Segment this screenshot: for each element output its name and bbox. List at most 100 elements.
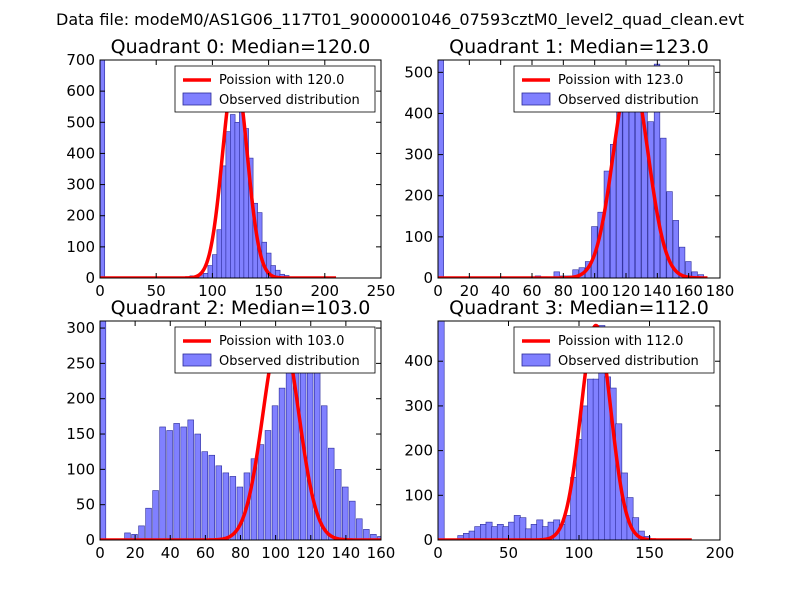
legend-bar-swatch: [521, 92, 551, 106]
y-tick-label: 400: [404, 104, 433, 122]
legend-bar-swatch: [182, 92, 212, 106]
x-tick-label: 60: [196, 544, 215, 562]
histogram-bar: [508, 521, 516, 540]
x-tick-label: 100: [261, 544, 290, 562]
y-tick-label: 250: [66, 354, 95, 372]
histogram-bar: [564, 515, 572, 540]
x-tick-label: 50: [147, 282, 166, 300]
y-tick-label: 100: [66, 238, 95, 256]
histogram-bar: [203, 273, 209, 278]
histogram-bar: [100, 60, 106, 278]
panel-title: Quadrant 2: Median=103.0: [111, 297, 371, 319]
y-tick-label: 300: [66, 176, 95, 194]
histogram-bar: [166, 430, 173, 540]
x-tick-label: 150: [635, 544, 664, 562]
histogram-bar: [201, 451, 208, 540]
x-tick-label: 40: [161, 544, 180, 562]
histogram-bar: [519, 517, 527, 540]
x-tick-label: 0: [95, 282, 105, 300]
histogram-bar: [647, 121, 654, 278]
histogram-bar: [349, 500, 356, 540]
histogram-bar: [685, 261, 692, 278]
x-tick-label: 80: [554, 282, 573, 300]
histogram-bar: [236, 486, 244, 540]
y-tick-label: 600: [66, 82, 95, 100]
legend-label-observed: Observed distribution: [558, 354, 699, 369]
histogram-bar: [370, 534, 377, 540]
panel-title: Quadrant 0: Median=120.0: [111, 36, 371, 58]
histogram-bar: [660, 137, 667, 278]
x-tick-label: 20: [126, 544, 145, 562]
legend-bar-swatch: [521, 353, 551, 367]
y-tick-label: 0: [423, 269, 433, 287]
histogram-bar: [603, 170, 611, 278]
x-tick-label: 100: [580, 282, 609, 300]
chart-panel-1: Quadrant 1: Median=123.00 20 40 60 80 100 120 1…: [404, 36, 734, 300]
histogram-bar: [271, 405, 279, 540]
x-tick-label: 0: [433, 544, 443, 562]
y-tick-label: 400: [66, 144, 95, 162]
x-tick-label: 150: [254, 282, 283, 300]
histogram-bar: [194, 433, 201, 540]
histogram-bar: [491, 526, 499, 540]
panel-title: Quadrant 1: Median=123.0: [449, 36, 709, 58]
x-tick-label: 140: [643, 282, 672, 300]
histogram-bar: [230, 114, 236, 278]
histogram-bar: [592, 378, 600, 540]
y-tick-label: 100: [404, 486, 433, 504]
histogram-bar: [342, 486, 349, 540]
y-tick-label: 700: [66, 51, 95, 69]
histogram-bar: [438, 321, 445, 540]
y-tick-label: 50: [76, 496, 95, 514]
histogram-bar: [234, 121, 240, 278]
x-tick-label: 100: [198, 282, 227, 300]
histogram-bar: [513, 515, 521, 540]
histogram-bar: [438, 60, 444, 278]
histogram-bar: [587, 378, 594, 540]
x-tick-label: 100: [565, 544, 594, 562]
histogram-bar: [530, 524, 538, 540]
x-tick-label: 250: [367, 282, 396, 300]
histogram-bar: [216, 229, 222, 278]
histogram-bar: [152, 490, 159, 540]
histogram-bar: [131, 534, 138, 540]
legend-label-observed: Observed distribution: [558, 93, 699, 108]
chart-panel-3: Quadrant 3: Median=112.0 0 50 100 150 200 0 100…: [404, 297, 734, 562]
y-tick-label: 200: [404, 187, 433, 205]
legend: Poission with 112.0 Observed distribution: [513, 326, 715, 374]
histogram-bar: [215, 465, 223, 540]
y-tick-label: 200: [404, 442, 433, 460]
histogram-bar: [581, 405, 589, 540]
x-tick-label: 50: [499, 544, 518, 562]
histogram-bar: [138, 525, 145, 540]
legend: Poission with 103.0 Observed distribution: [174, 326, 376, 374]
histogram-bar: [173, 423, 180, 540]
histogram-bar: [572, 269, 579, 278]
x-tick-label: 40: [491, 282, 510, 300]
x-tick-label: 160: [674, 282, 703, 300]
x-tick-label: 120: [612, 282, 641, 300]
histogram-bar: [257, 444, 265, 540]
x-tick-label: 20: [460, 282, 479, 300]
histogram-bar: [328, 447, 335, 540]
legend-label-poisson: Poission with 112.0: [558, 334, 683, 349]
histogram-bar: [691, 271, 698, 278]
histogram-bar: [239, 107, 245, 278]
histogram-bar: [100, 321, 107, 540]
y-tick-label: 500: [404, 63, 433, 81]
legend-bar-swatch: [182, 353, 212, 367]
legend-label-poisson: Poission with 123.0: [558, 73, 683, 88]
panel-title: Quadrant 3: Median=112.0: [449, 297, 709, 319]
x-tick-label: 120: [296, 544, 325, 562]
y-tick-label: 200: [66, 207, 95, 225]
x-tick-label: 60: [522, 282, 541, 300]
chart-panel-0: Quadrant 0: Median=120.0 0 50 100 150 200 250 0…: [66, 36, 395, 300]
y-tick-label: 0: [85, 269, 95, 287]
x-tick-label: 160: [367, 544, 396, 562]
x-tick-label: 0: [433, 282, 443, 300]
x-tick-label: 140: [332, 544, 361, 562]
x-tick-label: 0: [95, 544, 105, 562]
histogram-bar: [278, 387, 286, 540]
histogram-bar: [159, 426, 166, 540]
